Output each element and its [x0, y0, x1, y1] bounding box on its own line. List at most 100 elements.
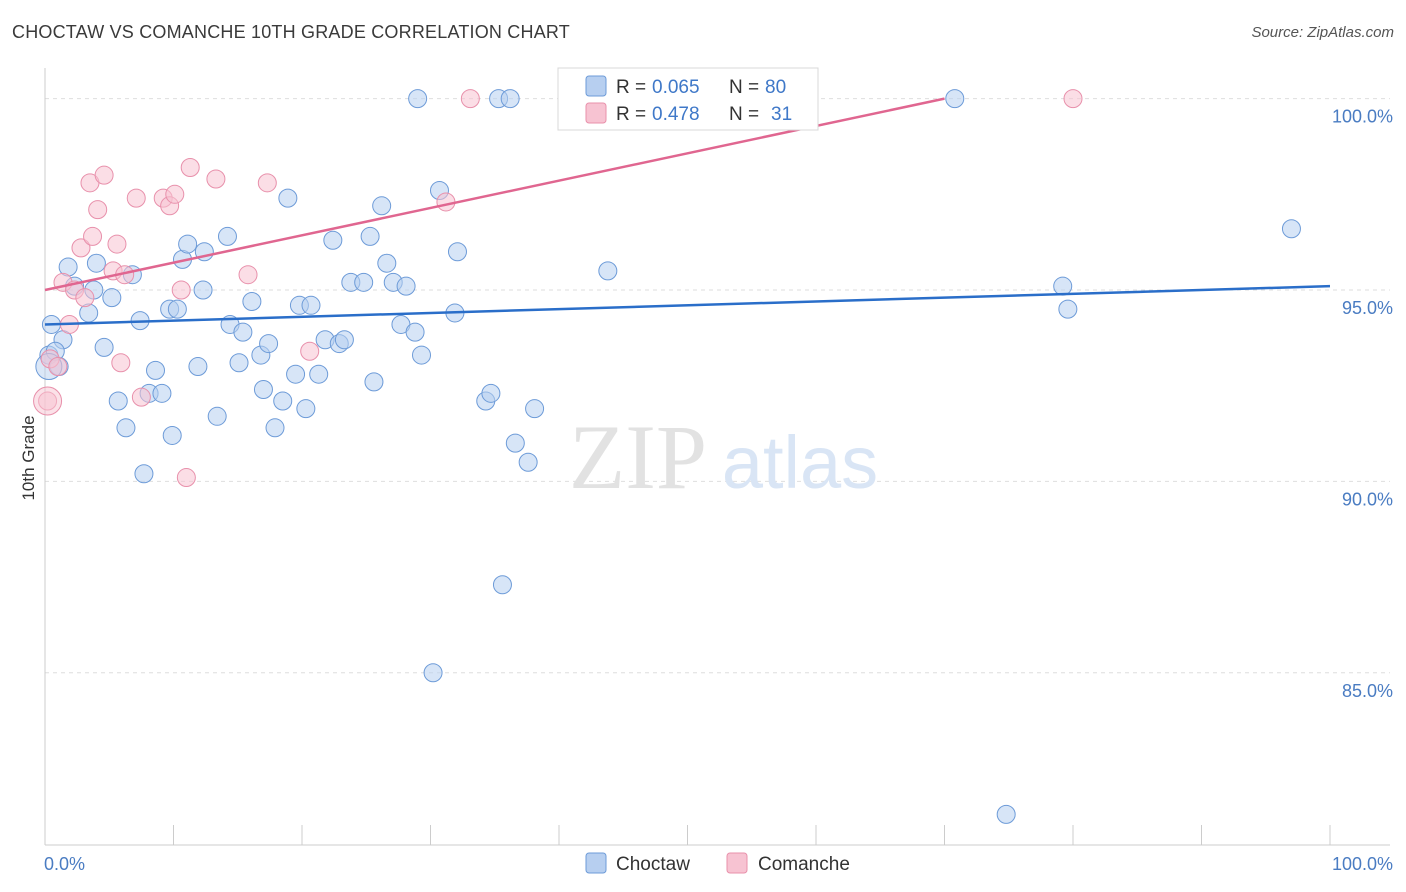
comanche-point-27	[300, 341, 320, 361]
choctaw-point-13	[134, 464, 154, 484]
comanche-point-10	[88, 200, 108, 220]
choctaw-point-65	[505, 433, 525, 453]
comanche-point-20	[165, 184, 185, 204]
stats-swatch-choctaw	[585, 75, 607, 97]
choctaw-point-33	[259, 334, 279, 354]
choctaw-point-55	[408, 89, 428, 109]
choctaw-point-70	[945, 89, 965, 109]
choctaw-point-72	[1053, 276, 1073, 296]
choctaw-point-74	[1281, 219, 1301, 239]
y-tick-label-3: 100.0%	[1332, 107, 1393, 127]
choctaw-point-32	[253, 380, 273, 400]
stats-legend: R = 0.065 N = 80 R = 0.478 N = 31	[557, 67, 819, 131]
choctaw-point-21	[178, 234, 198, 254]
comanche-point-25	[238, 265, 258, 285]
comanche-point-30	[1063, 89, 1083, 109]
choctaw-point-48	[364, 372, 384, 392]
choctaw-point-64	[500, 89, 520, 109]
choctaw-point-78	[481, 383, 501, 403]
choctaw-point-16	[152, 383, 172, 403]
choctaw-point-40	[301, 295, 321, 315]
comanche-point-26	[257, 173, 277, 193]
choctaw-point-15	[146, 360, 166, 380]
y-tick-label-2: 95.0%	[1342, 298, 1393, 318]
choctaw-point-23	[193, 280, 213, 300]
legend-label-comanche: Comanche	[758, 854, 850, 875]
comanche-point-large-edge	[33, 386, 63, 416]
comanche-point-9	[83, 226, 103, 246]
choctaw-n-label: N =	[729, 77, 759, 98]
choctaw-point-54	[405, 322, 425, 342]
choctaw-point-41	[309, 364, 329, 384]
choctaw-point-18	[162, 425, 182, 445]
choctaw-point-63	[492, 575, 512, 595]
choctaw-point-66	[518, 452, 538, 472]
choctaw-point-37	[286, 364, 306, 384]
comanche-n-label: N =	[729, 104, 759, 125]
comanche-trend-line	[44, 97, 945, 292]
choctaw-point-47	[354, 272, 374, 292]
choctaw-point-71	[996, 804, 1016, 824]
y-tick-label-1: 90.0%	[1342, 489, 1393, 509]
choctaw-point-39	[296, 399, 316, 419]
choctaw-point-56	[412, 345, 432, 365]
choctaw-point-45	[334, 330, 354, 350]
choctaw-point-25	[207, 406, 227, 426]
choctaw-point-22	[188, 357, 208, 377]
choctaw-point-57	[423, 663, 443, 683]
comanche-point-21	[171, 280, 191, 300]
choctaw-point-60	[447, 242, 467, 262]
tick-labels: 85.0% 90.0% 95.0% 100.0% 0.0% 100.0%	[44, 107, 1393, 874]
choctaw-point-35	[273, 391, 293, 411]
comanche-point-28	[436, 192, 456, 212]
choctaw-point-68	[598, 261, 618, 281]
comanche-point-23	[180, 158, 200, 178]
comanche-point-11	[94, 165, 114, 185]
axes	[44, 68, 1390, 846]
comanche-point-17	[131, 387, 151, 407]
comanche-point-24	[206, 169, 226, 189]
choctaw-point-30	[242, 291, 262, 311]
choctaw-point-19	[167, 299, 187, 319]
choctaw-point-49	[372, 196, 392, 216]
comanche-point-7	[75, 288, 95, 308]
x-tick-label-0: 0.0%	[44, 854, 85, 874]
choctaw-trend-line	[44, 284, 1331, 326]
comanche-point-6	[71, 238, 91, 258]
legend-swatch-comanche	[726, 852, 748, 874]
legend-swatch-choctaw	[585, 852, 607, 874]
watermark-zip: ZIP	[569, 406, 707, 508]
chart-title: CHOCTAW VS COMANCHE 10TH GRADE CORRELATI…	[12, 22, 570, 42]
choctaw-r-label: R =	[616, 77, 646, 98]
series-legend: Choctaw Comanche	[585, 852, 850, 875]
comanche-point-13	[107, 234, 127, 254]
comanche-point-16	[126, 188, 146, 208]
y-axis-label: 10th Grade	[19, 415, 38, 500]
source-label: Source: ZipAtlas.com	[1251, 24, 1394, 41]
legend-label-choctaw: Choctaw	[616, 854, 690, 875]
comanche-point-22	[176, 468, 196, 488]
choctaw-point-53	[396, 276, 416, 296]
comanche-r-label: R =	[616, 104, 646, 125]
choctaw-point-79	[360, 226, 380, 246]
choctaw-point-28	[229, 353, 249, 373]
watermark-atlas: atlas	[722, 421, 878, 504]
comanche-points	[33, 89, 1083, 488]
trend-lines	[44, 97, 1331, 326]
choctaw-point-34	[265, 418, 285, 438]
choctaw-point-36	[278, 188, 298, 208]
y-tick-label-0: 85.0%	[1342, 681, 1393, 701]
choctaw-point-6	[86, 253, 106, 273]
comanche-r-value: 0.478	[652, 104, 700, 125]
comanche-point-14	[111, 353, 131, 373]
comanche-point-29	[460, 89, 480, 109]
choctaw-point-10	[116, 418, 136, 438]
comanche-n-value: 31	[771, 104, 792, 125]
x-tick-label-1: 100.0%	[1332, 854, 1393, 874]
comanche-point-2	[48, 357, 68, 377]
stats-swatch-comanche	[585, 102, 607, 124]
choctaw-point-7	[94, 337, 114, 357]
choctaw-point-43	[323, 230, 343, 250]
choctaw-point-8	[102, 288, 122, 308]
